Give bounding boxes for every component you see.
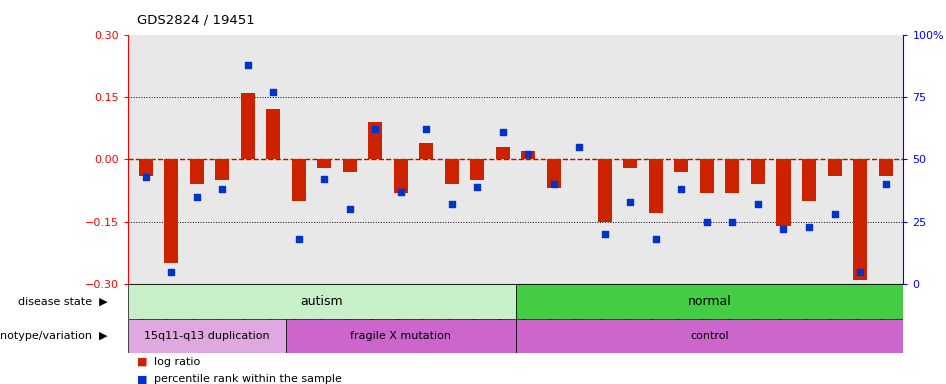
Point bbox=[215, 186, 230, 192]
Text: percentile rank within the sample: percentile rank within the sample bbox=[154, 374, 342, 384]
Bar bbox=[547, 159, 561, 189]
Bar bbox=[342, 159, 357, 172]
Point bbox=[520, 151, 535, 157]
Point bbox=[419, 126, 434, 132]
Bar bbox=[674, 159, 689, 172]
Text: ■: ■ bbox=[137, 357, 148, 367]
Point bbox=[801, 223, 816, 230]
Bar bbox=[445, 159, 459, 184]
Point bbox=[776, 226, 791, 232]
Bar bbox=[828, 159, 842, 176]
Bar bbox=[317, 159, 331, 168]
Point bbox=[138, 174, 153, 180]
Bar bbox=[521, 151, 535, 159]
Bar bbox=[368, 122, 382, 159]
Bar bbox=[751, 159, 765, 184]
Point bbox=[266, 89, 281, 95]
Point bbox=[878, 181, 893, 187]
Point bbox=[597, 231, 612, 237]
Bar bbox=[496, 147, 510, 159]
Bar bbox=[419, 143, 433, 159]
Bar bbox=[394, 159, 408, 193]
Bar bbox=[164, 159, 178, 263]
Point bbox=[852, 269, 867, 275]
Point bbox=[827, 211, 842, 217]
Bar bbox=[598, 159, 612, 222]
Bar bbox=[853, 159, 867, 280]
Bar bbox=[777, 159, 791, 226]
Bar bbox=[516, 319, 903, 353]
Text: disease state  ▶: disease state ▶ bbox=[18, 296, 107, 306]
Bar bbox=[516, 284, 903, 319]
Point bbox=[445, 201, 460, 207]
Text: log ratio: log ratio bbox=[154, 357, 201, 367]
Point bbox=[342, 206, 358, 212]
Bar bbox=[879, 159, 893, 176]
Point bbox=[622, 199, 638, 205]
Point bbox=[496, 129, 511, 135]
Bar bbox=[189, 159, 203, 184]
Text: ■: ■ bbox=[137, 374, 148, 384]
Text: genotype/variation  ▶: genotype/variation ▶ bbox=[0, 331, 107, 341]
Bar bbox=[470, 159, 484, 180]
Bar bbox=[291, 159, 306, 201]
Bar bbox=[802, 159, 816, 201]
Point bbox=[470, 184, 485, 190]
Bar bbox=[240, 93, 254, 159]
Point bbox=[240, 61, 255, 68]
Point bbox=[725, 219, 740, 225]
Text: fragile X mutation: fragile X mutation bbox=[350, 331, 451, 341]
Point bbox=[546, 181, 561, 187]
Bar bbox=[649, 159, 663, 214]
Point bbox=[674, 186, 689, 192]
Bar bbox=[266, 109, 280, 159]
Bar bbox=[286, 319, 516, 353]
Bar bbox=[726, 159, 740, 193]
Point bbox=[291, 236, 307, 242]
Point bbox=[571, 144, 587, 150]
Text: autism: autism bbox=[300, 295, 343, 308]
Bar bbox=[215, 159, 229, 180]
Text: normal: normal bbox=[688, 295, 731, 308]
Bar bbox=[138, 159, 152, 176]
Point bbox=[648, 236, 663, 242]
Point bbox=[368, 126, 383, 132]
Bar bbox=[128, 319, 286, 353]
Point bbox=[317, 176, 332, 182]
Bar bbox=[623, 159, 638, 168]
Text: 15q11-q13 duplication: 15q11-q13 duplication bbox=[144, 331, 270, 341]
Bar bbox=[128, 284, 516, 319]
Point bbox=[164, 269, 179, 275]
Text: GDS2824 / 19451: GDS2824 / 19451 bbox=[137, 14, 254, 27]
Text: control: control bbox=[691, 331, 728, 341]
Point bbox=[699, 219, 714, 225]
Bar bbox=[700, 159, 714, 193]
Point bbox=[750, 201, 765, 207]
Point bbox=[394, 189, 409, 195]
Point bbox=[189, 194, 204, 200]
